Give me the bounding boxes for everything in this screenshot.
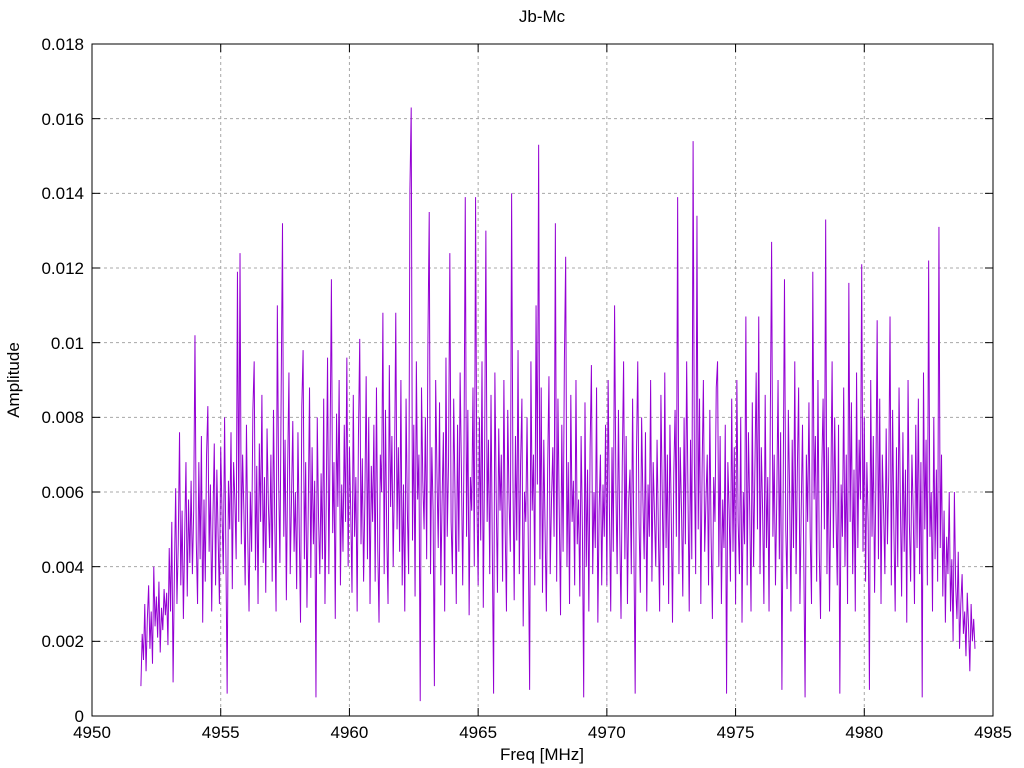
x-tick-label: 4970 [587, 723, 626, 742]
y-tick-label: 0.002 [41, 632, 84, 652]
y-tick-label: 0.004 [41, 557, 84, 577]
y-tick-label: 0.018 [41, 35, 84, 54]
x-tick-label: 4950 [73, 723, 111, 742]
x-tick-label: 4965 [459, 723, 498, 742]
x-tick-label: 4955 [201, 723, 240, 742]
y-tick-label: 0.016 [41, 109, 84, 129]
chart-title: Jb-Mc [518, 7, 566, 26]
y-tick-label: 0.008 [41, 408, 84, 428]
y-tick-label: 0.006 [41, 483, 84, 502]
x-axis-label: Freq [MHz] [499, 745, 585, 764]
x-tick-label: 4980 [845, 723, 884, 742]
y-tick-label: 0 [74, 707, 84, 726]
plot-border [91, 43, 994, 717]
x-tick-label: 4975 [716, 723, 755, 742]
x-tick-label: 4985 [974, 723, 1012, 742]
x-tick-label: 4960 [330, 723, 369, 742]
spectrum-line [140, 107, 976, 702]
y-tick-label: 0.012 [41, 259, 84, 278]
y-tick-label: 0.01 [50, 333, 84, 353]
y-tick-label: 0.014 [41, 184, 84, 204]
